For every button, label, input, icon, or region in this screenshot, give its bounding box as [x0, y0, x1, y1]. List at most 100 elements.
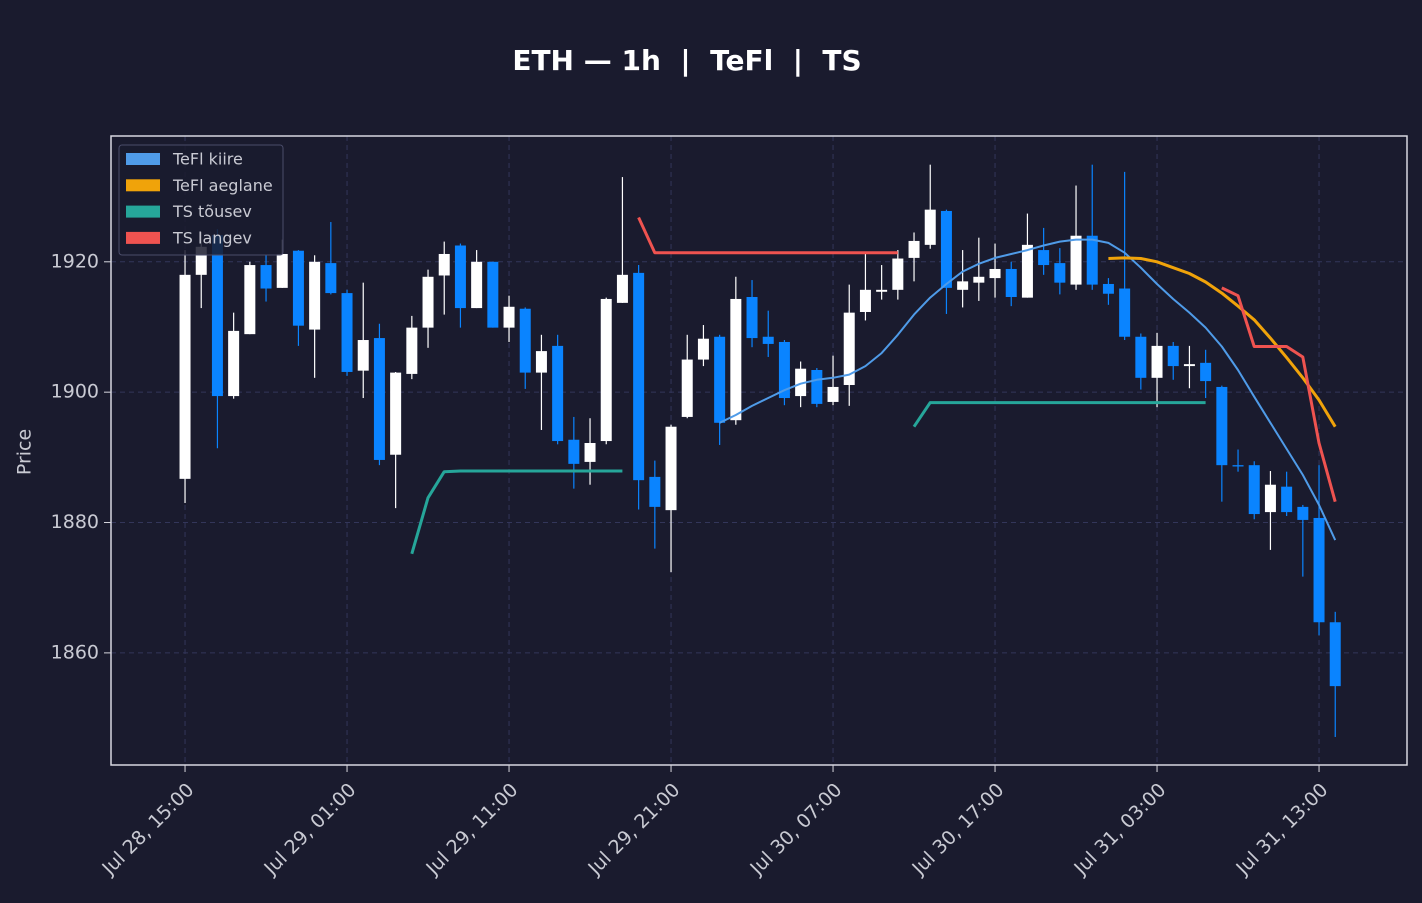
plot-frame	[110, 135, 1408, 766]
candle-body	[989, 268, 1001, 279]
candle-body	[892, 258, 904, 290]
legend-swatch	[126, 153, 160, 165]
candle-body	[1281, 486, 1293, 513]
candle-body	[795, 368, 807, 397]
legend-label: TeFl aeglane	[172, 176, 273, 195]
legend-swatch	[126, 179, 160, 192]
indicator-line	[1108, 256, 1337, 428]
candle-body	[1248, 465, 1260, 515]
y-tick-label: 1900	[51, 381, 99, 403]
x-tick-label: Jul 31, 03:00	[1069, 779, 1170, 880]
candle-body	[649, 476, 661, 507]
candle-body	[1054, 263, 1066, 283]
candle-body	[681, 359, 693, 417]
candle-body	[697, 338, 709, 360]
candle-body	[503, 306, 515, 328]
candle-body	[357, 340, 369, 371]
candle-body	[568, 439, 580, 464]
candle-body	[552, 345, 564, 442]
candle-body	[746, 296, 758, 339]
candle-body	[1232, 465, 1244, 467]
candle-body	[1021, 244, 1033, 298]
candle-body	[730, 298, 742, 421]
candle-body	[1297, 506, 1309, 520]
candle-body	[1313, 517, 1325, 623]
candle-body	[827, 386, 839, 402]
candle-body	[584, 443, 596, 462]
x-tick-label: Jul 29, 21:00	[583, 779, 684, 880]
candle-body	[292, 250, 304, 326]
candle-body	[373, 338, 385, 460]
candle-body	[811, 370, 823, 404]
x-tick-label: Jul 31, 13:00	[1231, 779, 1332, 880]
indicator-line	[410, 401, 1206, 555]
candle-body	[843, 312, 855, 385]
legend-label: TeFl kiire	[172, 150, 243, 169]
candle-body	[309, 261, 321, 330]
candle-body	[924, 209, 936, 245]
candle-body	[859, 289, 871, 312]
candle-body	[714, 336, 726, 423]
y-axis-label: Price	[14, 429, 36, 475]
candle-body	[940, 210, 952, 288]
y-tick-label: 1860	[51, 641, 99, 663]
legend-swatch	[126, 205, 160, 218]
candle-body	[908, 240, 920, 258]
candle-body	[1070, 235, 1082, 285]
candle-body	[762, 336, 774, 344]
legend-label: TS langev	[172, 228, 252, 247]
candle-body	[1086, 235, 1098, 285]
candle-body	[390, 372, 402, 455]
legend-label: TS tõusev	[172, 202, 252, 221]
candle-body	[973, 276, 985, 283]
candle-body	[633, 272, 645, 481]
candle-body	[244, 265, 256, 335]
legend-box	[118, 144, 284, 256]
candle-body	[665, 426, 677, 511]
candle-body	[228, 330, 240, 397]
candle-body	[1038, 250, 1050, 266]
candle-body	[422, 276, 434, 328]
candle-body	[260, 265, 272, 289]
x-tick-label: Jul 28, 15:00	[97, 779, 198, 880]
candle-body	[1200, 362, 1212, 382]
indicator-line	[719, 238, 1337, 541]
candle-body	[487, 261, 499, 328]
chart-title: ETH — 1h | TeFl | TS	[512, 44, 861, 77]
candle-body	[276, 253, 288, 288]
candle-body	[454, 245, 466, 309]
candle-body	[1167, 345, 1179, 367]
y-tick-label: 1920	[51, 250, 99, 272]
candle-body	[957, 281, 969, 290]
x-tick-label: Jul 29, 01:00	[259, 779, 360, 880]
legend-swatch	[126, 231, 160, 244]
candle-body	[778, 341, 790, 399]
candle-body	[179, 274, 191, 479]
candle-body	[519, 308, 531, 373]
candle-body	[876, 289, 888, 292]
candle-body	[1151, 345, 1163, 378]
candle-body	[406, 327, 418, 374]
candle-body	[211, 235, 223, 397]
candle-body	[1135, 336, 1147, 378]
candle-body	[195, 246, 207, 275]
candle-body	[1183, 364, 1195, 367]
candle-body	[600, 298, 612, 442]
candle-body	[471, 261, 483, 309]
candle-body	[616, 274, 628, 303]
x-tick-label: Jul 30, 07:00	[745, 779, 846, 880]
candle-body	[1102, 283, 1114, 294]
candle-body	[1329, 622, 1341, 687]
indicator-line	[637, 216, 1337, 503]
x-tick-label: Jul 29, 11:00	[421, 779, 522, 880]
y-tick-label: 1880	[51, 511, 99, 533]
candle-body	[1264, 484, 1276, 513]
candle-body	[341, 293, 353, 372]
candle-body	[438, 253, 450, 276]
candle-body	[1216, 386, 1228, 466]
candle-body	[325, 263, 337, 294]
candle-body	[1005, 268, 1017, 297]
candle-body	[535, 351, 547, 373]
candle-body	[1119, 288, 1131, 337]
